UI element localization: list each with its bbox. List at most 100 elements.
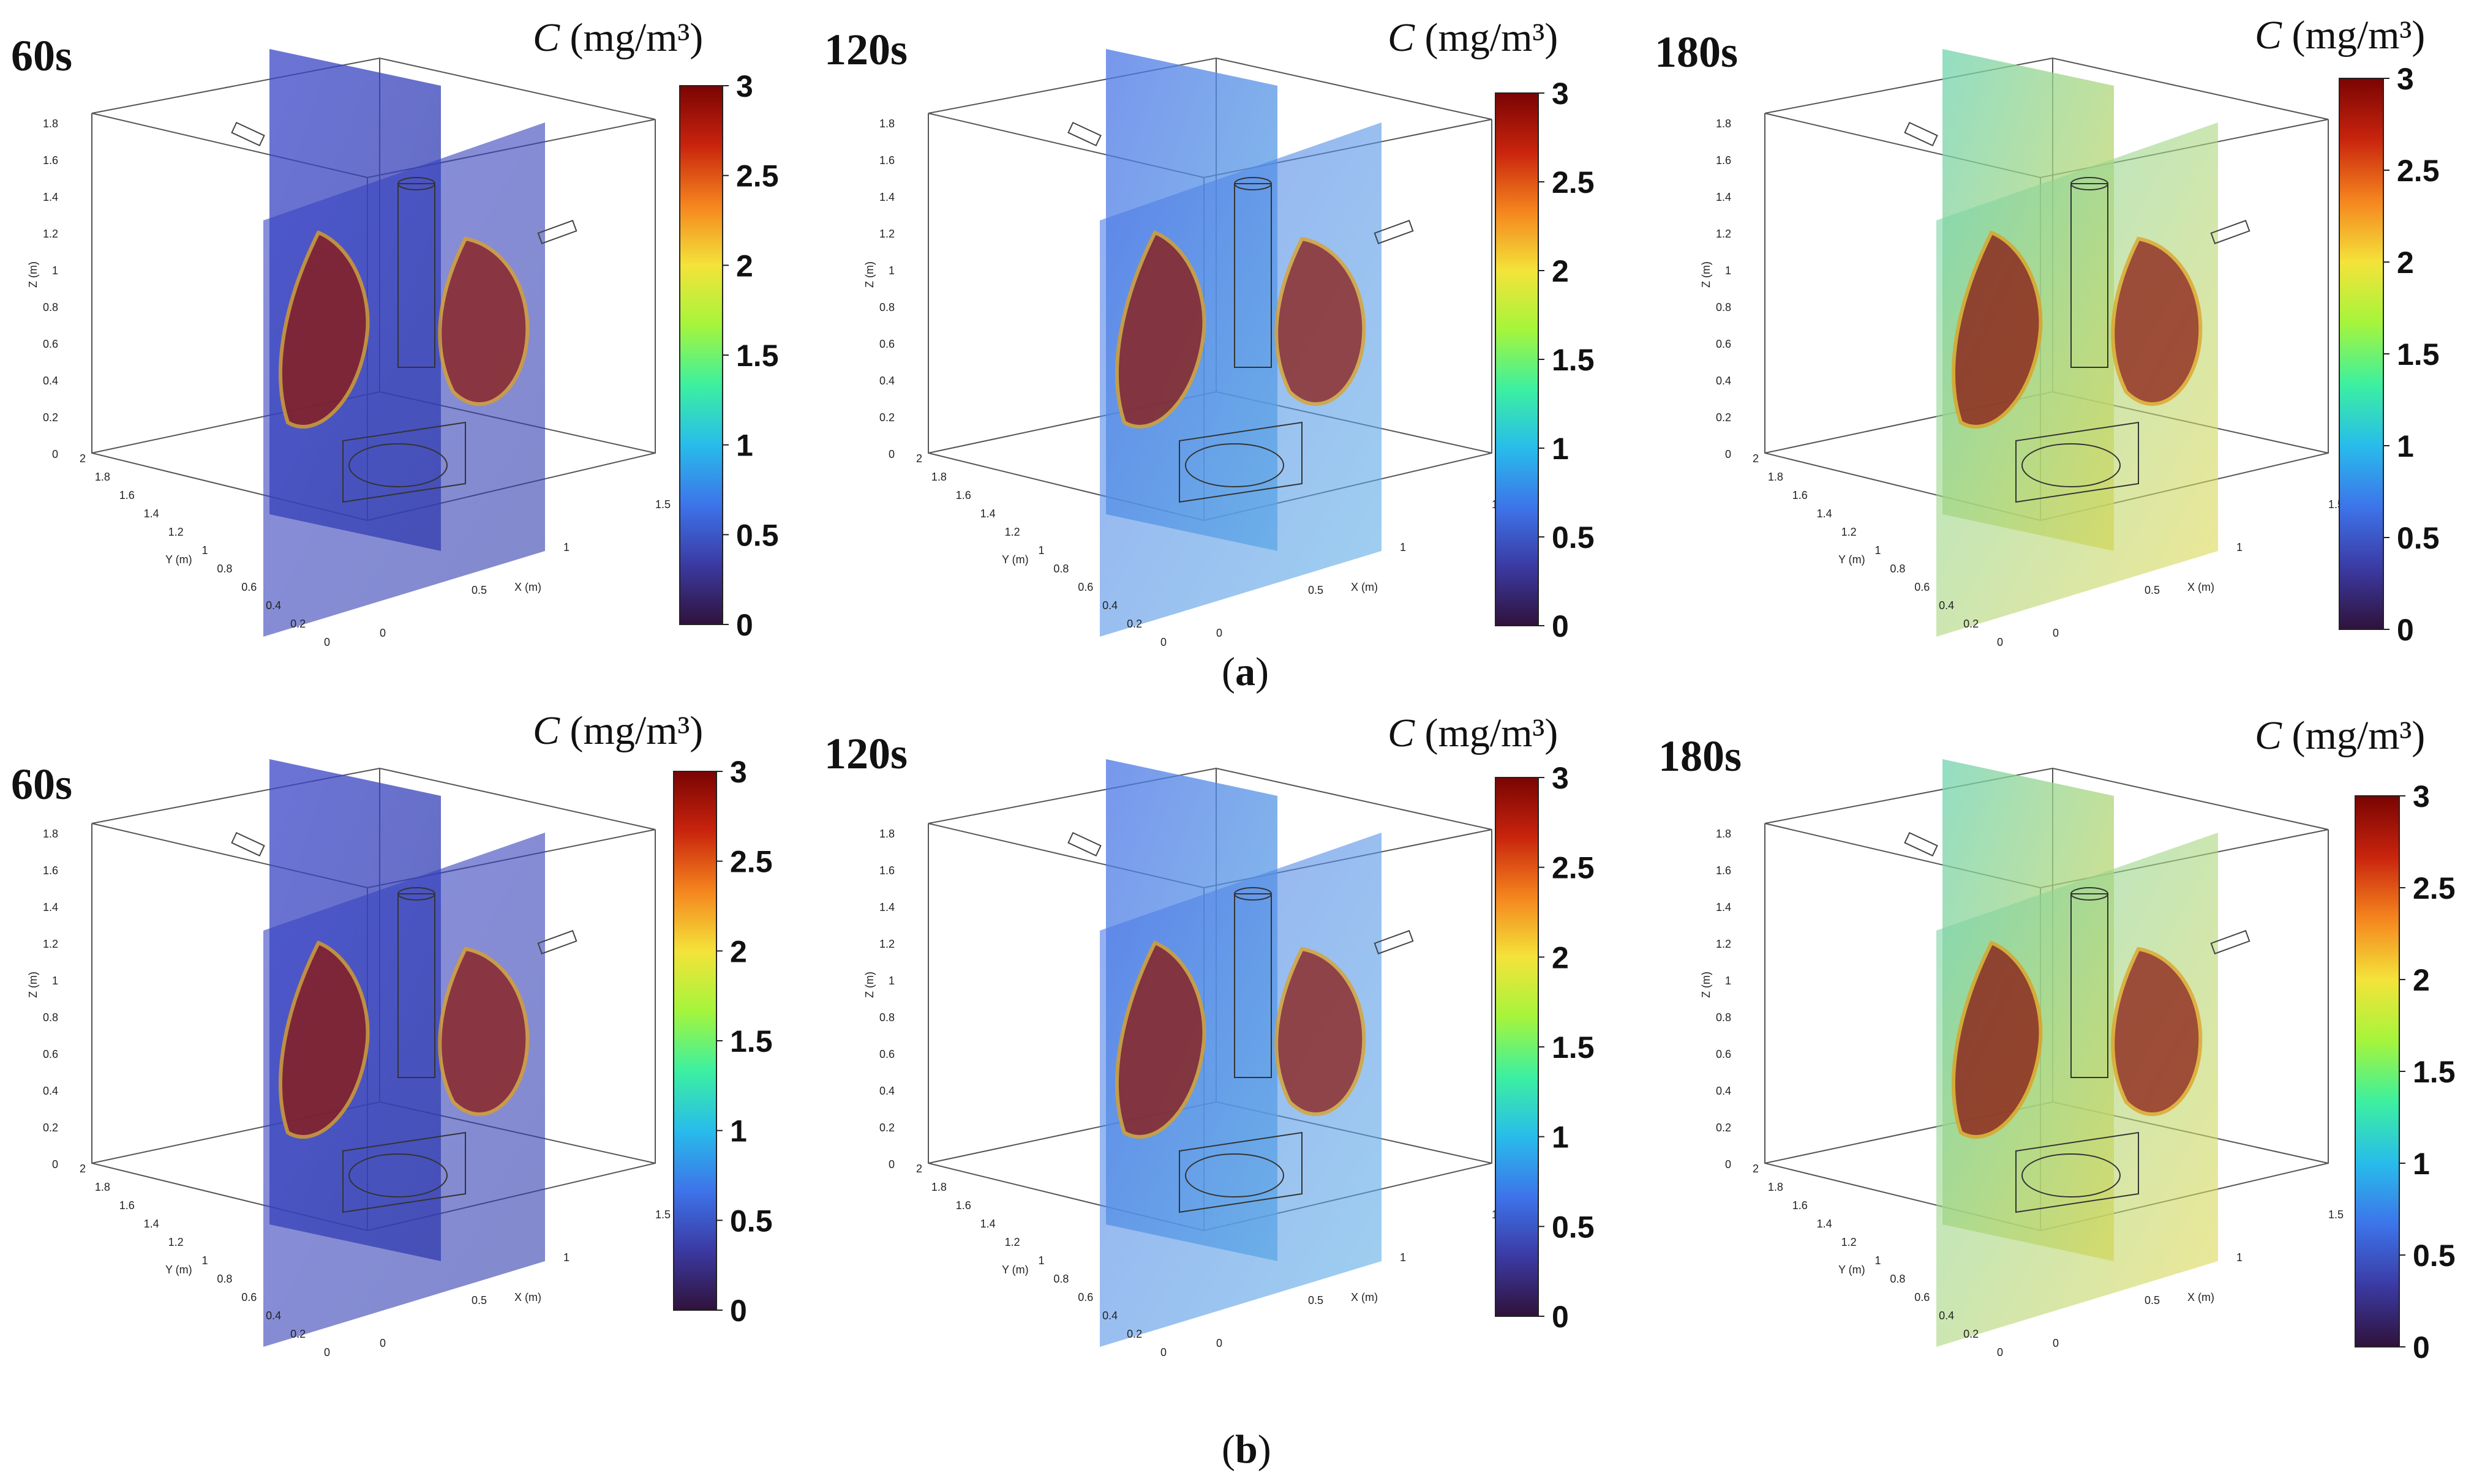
y-tick-label: 0.8	[217, 563, 232, 575]
y-tick-label: 0	[1997, 636, 2003, 648]
scene-group: 1.8 1.6 1.4 1.2 1 0.8 0.6 0.4 0.2 0 Z (m) 2 1.8 1.6 1.…	[1700, 49, 2344, 648]
time-label: 60s	[11, 760, 73, 809]
z-tick-label: 0.6	[43, 338, 58, 350]
z-tick-label: 0.4	[879, 1085, 895, 1097]
inlet-vent	[1067, 121, 1102, 147]
time-label: 60s	[11, 31, 73, 80]
z-tick-label: 0.8	[879, 1011, 895, 1024]
toilet-bowl	[348, 1153, 448, 1197]
colorbar-tick-label: 2.5	[730, 845, 773, 879]
simulation-scene: 1.8 1.6 1.4 1.2 1 0.8 0.6 0.4 0.2 0 Z (m) 2 1.8 1.6 1.…	[27, 49, 671, 648]
y-tick-label: 0	[324, 1346, 330, 1358]
colorbar-gradient	[2339, 78, 2384, 630]
colorbar-tick-label: 2.5	[2413, 871, 2456, 905]
unit-symbol: C	[533, 15, 560, 60]
y-tick-label: 1	[1874, 544, 1881, 556]
z-tick-label: 1.4	[1716, 901, 1731, 913]
colorbar-tick-label: 1	[1552, 432, 1569, 466]
x-tick-label: 1	[563, 1251, 570, 1264]
plume-left	[1952, 940, 2043, 1139]
unit-symbol: C	[2255, 713, 2282, 758]
y-tick-label: 1.4	[980, 1218, 996, 1230]
z-tick-label: 0.2	[43, 1122, 58, 1134]
x-tick-label: 0.5	[1308, 584, 1323, 596]
colorbar-tick-label: 1.5	[736, 339, 779, 373]
y-tick-label: 1.6	[956, 1199, 971, 1212]
z-tick-label: 1	[52, 975, 58, 987]
z-tick-label: 1	[889, 264, 895, 277]
y-tick-label: 0.6	[1078, 581, 1093, 593]
y-tick-label: 1	[1038, 1254, 1044, 1267]
x-tick-label: 1.5	[655, 1209, 671, 1221]
colorbar-tick-label: 3	[736, 69, 753, 103]
x-tick-label: 0	[2053, 1337, 2059, 1349]
colorbar-tick-label: 0	[2413, 1330, 2430, 1365]
z-tick-label: 1.8	[43, 118, 58, 130]
panel-a1: 60s C (mg/m³) 1.8 1.6 1.4 1.2 1 0.8 0.6 0.4 0.2 0…	[0, 0, 824, 649]
z-tick-label: 1.2	[1716, 228, 1731, 240]
z-tick-label: 1.8	[879, 828, 895, 840]
z-axis-label: Z (m)	[863, 261, 876, 288]
toilet-bowl	[1185, 1153, 1284, 1197]
z-tick-label: 1	[52, 264, 58, 277]
unit-label: C (mg/m³)	[1388, 710, 1558, 757]
y-tick-label: 1	[1874, 1254, 1881, 1267]
outlet-vent	[1374, 930, 1414, 954]
y-tick-label: 0.2	[1963, 618, 1979, 630]
x-tick-label: 1.5	[655, 498, 671, 511]
colorbar-tick-label: 1	[736, 429, 753, 463]
inlet-vent	[1904, 831, 1938, 857]
y-tick-label: 1.4	[980, 508, 996, 520]
y-tick-label: 1.2	[1005, 526, 1020, 538]
plume-right	[2111, 236, 2203, 406]
y-tick-label: 0	[1160, 1346, 1167, 1358]
caption-letter: b	[1235, 1427, 1258, 1472]
x-tick-label: 1	[1400, 541, 1406, 553]
time-label: 180s	[1655, 28, 1739, 77]
y-tick-label: 1.2	[1841, 1236, 1857, 1248]
z-tick-label: 1.6	[1716, 154, 1731, 167]
y-tick-label: 0.2	[1127, 618, 1142, 630]
y-tick-label: 0.4	[1102, 1310, 1118, 1322]
x-axis-label: X (m)	[2187, 581, 2214, 593]
y-tick-label: 0.6	[1078, 1291, 1093, 1303]
pipe-top	[1234, 887, 1272, 901]
y-tick-label: 0.2	[1963, 1328, 1979, 1340]
colorbar-tick-label: 1	[730, 1114, 747, 1149]
colorbar-tick-label: 2	[730, 934, 747, 969]
inlet-vent	[231, 831, 265, 857]
z-tick-label: 0.6	[1716, 1048, 1731, 1060]
z-tick-label: 1.4	[43, 191, 58, 203]
x-axis-label: X (m)	[1351, 1291, 1378, 1303]
y-tick-label: 1.6	[956, 489, 971, 501]
y-tick-label: 1.6	[1792, 489, 1808, 501]
inlet-vent	[1904, 121, 1938, 147]
toilet-bowl	[2021, 443, 2121, 487]
colorbar: 3 2.5 2 1.5 1 0.5 0	[1495, 761, 1595, 1334]
y-tick-label: 1.8	[95, 471, 110, 483]
y-tick-label: 1.6	[119, 1199, 135, 1212]
y-tick-label: 0.4	[266, 1310, 281, 1322]
y-tick-label: 0.4	[1102, 599, 1118, 612]
y-tick-label: 2	[80, 452, 86, 465]
z-tick-label: 0.6	[879, 338, 895, 350]
z-axis-label: Z (m)	[27, 972, 39, 998]
y-tick-label: 1.2	[1005, 1236, 1020, 1248]
unit-label: C (mg/m³)	[1388, 15, 1558, 61]
colorbar-gradient	[1495, 777, 1539, 1317]
y-tick-label: 1.8	[1768, 471, 1783, 483]
y-tick-label: 0.2	[1127, 1328, 1142, 1340]
toilet-bowl	[2021, 1153, 2121, 1197]
scene-group: 1.8 1.6 1.4 1.2 1 0.8 0.6 0.4 0.2 0 Z (m) 2 1.8 1.6 1.…	[863, 759, 1507, 1358]
x-tick-label: 1	[2236, 1251, 2243, 1264]
y-tick-label: 2	[80, 1163, 86, 1175]
unit-label: C (mg/m³)	[2255, 12, 2425, 59]
toilet-bowl	[1185, 443, 1284, 487]
colorbar-tick-label: 1	[2397, 429, 2414, 463]
y-tick-label: 0.4	[1939, 1310, 1954, 1322]
colorbar-gradient	[2355, 795, 2400, 1347]
unit-label: C (mg/m³)	[533, 15, 703, 61]
colorbar-tick-label: 2.5	[736, 159, 779, 193]
z-tick-label: 0	[1725, 1158, 1731, 1171]
x-tick-label: 0.5	[2145, 584, 2160, 596]
